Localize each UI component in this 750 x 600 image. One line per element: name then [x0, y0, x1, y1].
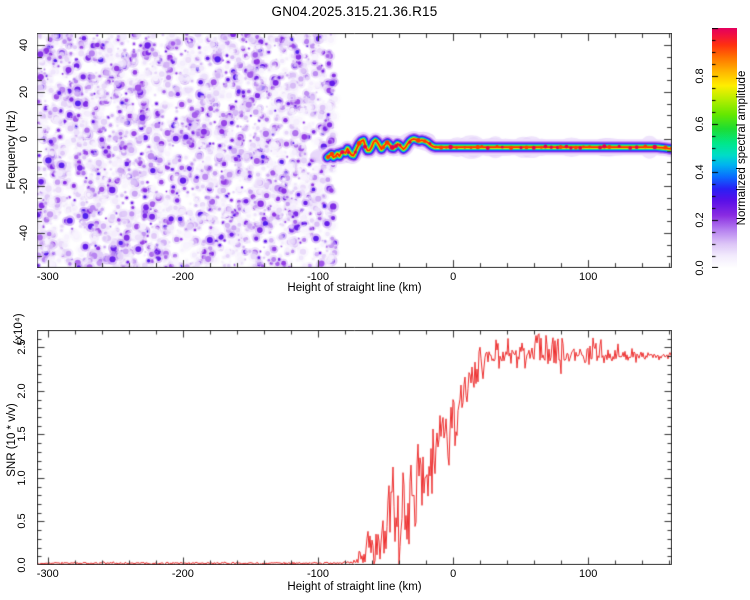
colorbar-tick-label: 0.2: [694, 212, 706, 228]
colorbar-tick-label: 0.6: [694, 116, 706, 132]
spectrogram-y-tick-label: 20: [18, 85, 30, 98]
spectrogram-x-tick-label: 100: [579, 271, 598, 283]
spectrogram-y-tick-label: 40: [18, 38, 30, 51]
colorbar-tick-label: 0.8: [694, 68, 706, 84]
snr-x-tick-label: -100: [307, 568, 330, 580]
snr-x-tick-label: 0: [450, 568, 457, 580]
spectrogram-heatmap: [37, 33, 672, 268]
spectrogram-x-axis-title: Height of straight line (km): [287, 282, 422, 294]
snr-x-axis-title: Height of straight line (km): [287, 581, 422, 593]
colorbar-title: Normalized spectral amplitude: [736, 70, 748, 226]
spectrogram-y-tick-label: 0: [18, 135, 30, 142]
snr-y-tick-label: 0.0: [16, 557, 28, 573]
colorbar: [712, 28, 737, 268]
spectrogram-x-tick-label: -100: [307, 271, 330, 283]
figure-title: GN04.2025.315.21.36.R15: [271, 4, 438, 19]
spectrogram-y-tick-label: -40: [18, 224, 30, 241]
colorbar-tick-label: 0.0: [694, 260, 706, 276]
spectrogram-y-axis-title: Frequency (Hz): [6, 110, 18, 190]
spectrogram-x-tick-label: -200: [171, 271, 194, 283]
snr-y-tick-label: 1.5: [16, 426, 28, 443]
snr-y-tick-label: 2.5: [16, 339, 28, 356]
snr-x-tick-label: -200: [171, 568, 194, 580]
snr-y-tick-label: 0.5: [16, 513, 28, 530]
snr-x-tick-label: -300: [36, 568, 59, 580]
spectrogram-x-tick-label: 0: [450, 271, 457, 283]
colorbar-tick-label: 0.4: [694, 164, 706, 180]
snr-x-tick-label: 100: [579, 568, 598, 580]
spectrogram-x-tick-label: -300: [36, 271, 59, 283]
snr-line-plot: [37, 330, 672, 565]
snr-y-tick-label: 1.0: [16, 470, 28, 486]
spectrogram-y-tick-label: -20: [18, 177, 30, 194]
snr-y-tick-label: 2.0: [16, 383, 28, 399]
